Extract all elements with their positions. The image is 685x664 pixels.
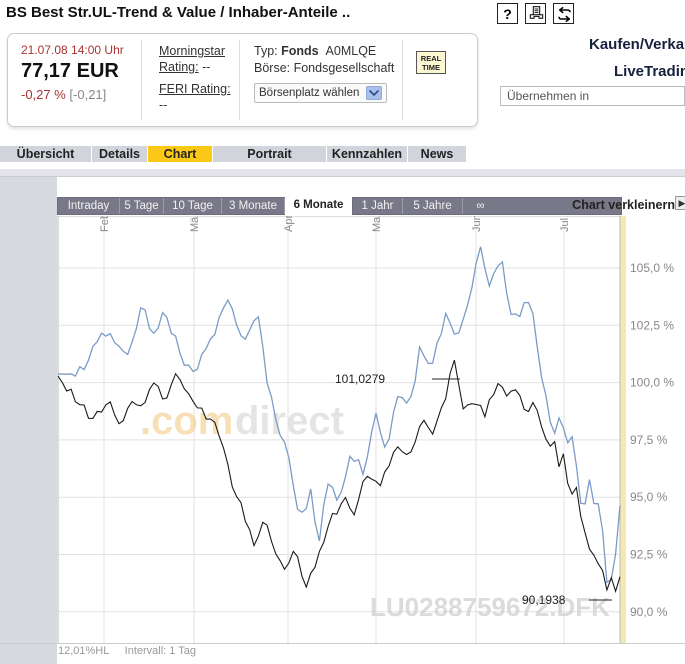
svg-text:90,0 %: 90,0 % <box>630 605 668 619</box>
svg-text:Mai: Mai <box>371 216 383 232</box>
svg-text:102,5 %: 102,5 % <box>630 318 674 332</box>
svg-text:90,1938: 90,1938 <box>522 593 566 607</box>
svg-text:97,5 %: 97,5 % <box>630 433 668 447</box>
svg-text:Mär: Mär <box>189 216 201 232</box>
svg-text:LU0288759672.DFK: LU0288759672.DFK <box>370 592 610 622</box>
svg-text:Jul: Jul <box>559 218 571 232</box>
svg-text:92,5 %: 92,5 % <box>630 548 668 562</box>
svg-text:100,0 %: 100,0 % <box>630 376 674 390</box>
svg-text:101,0279: 101,0279 <box>335 372 385 386</box>
svg-text:direct: direct <box>235 399 344 443</box>
svg-text:95,0 %: 95,0 % <box>630 490 668 504</box>
svg-text:Apr: Apr <box>283 216 295 232</box>
svg-text:105,0 %: 105,0 % <box>630 261 674 275</box>
svg-text:Feb: Feb <box>99 216 111 232</box>
svg-text:Jun: Jun <box>471 216 483 232</box>
